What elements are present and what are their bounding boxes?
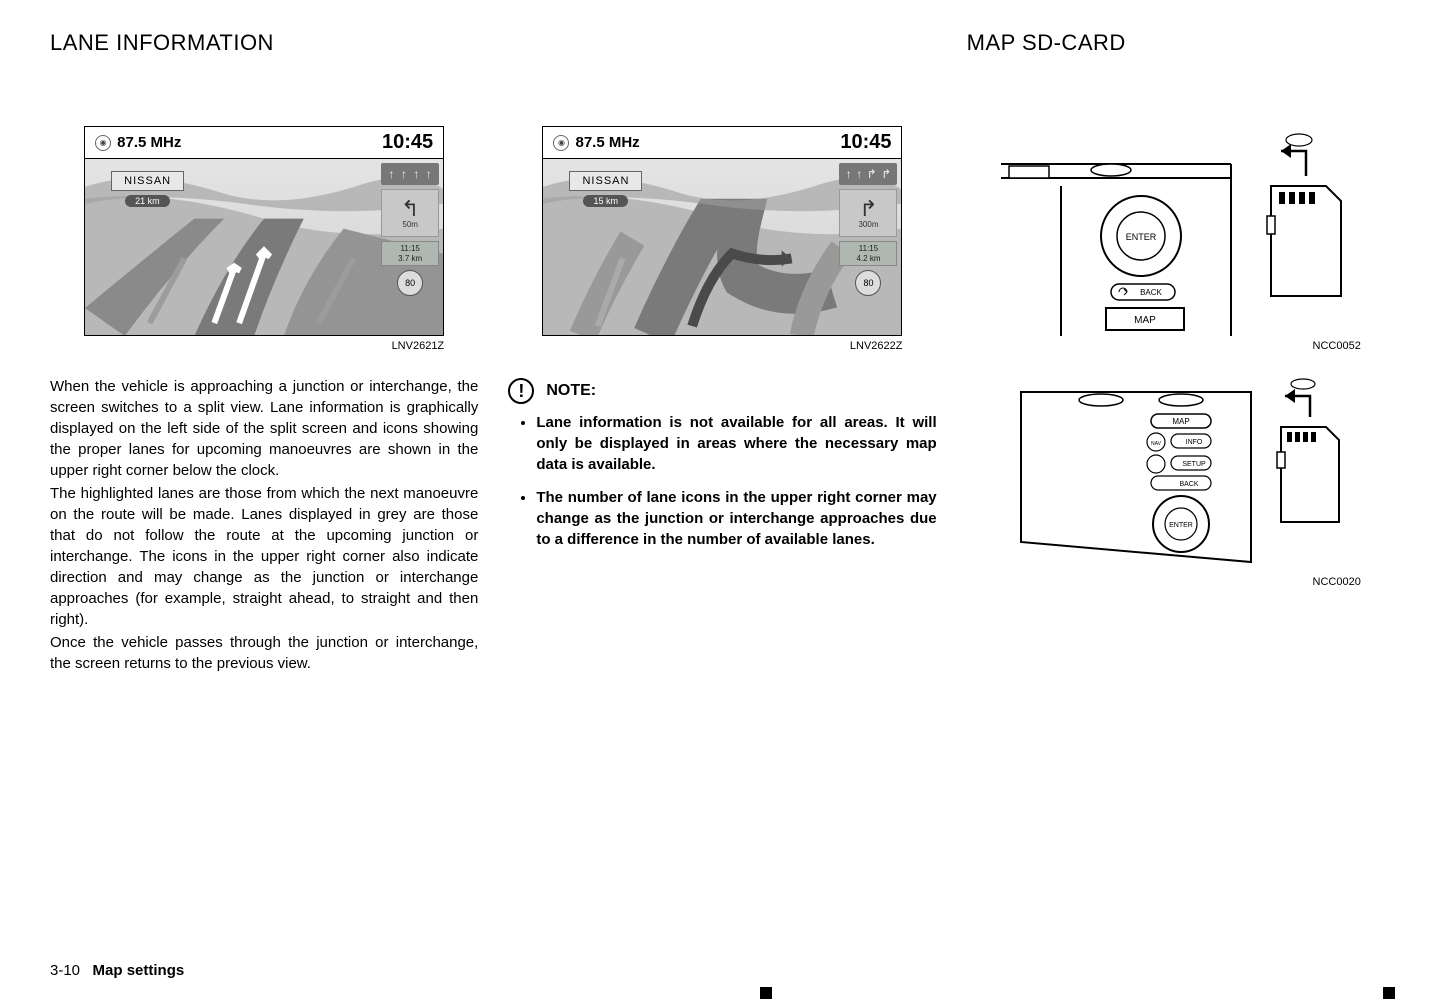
manoeuvre-box: ↱ 300m [839, 189, 897, 237]
crop-mark [1383, 987, 1395, 999]
svg-text:INFO: INFO [1185, 439, 1202, 446]
svg-text:BACK: BACK [1179, 481, 1198, 488]
column-middle: . ◉ 87.5 MHz 10:45 [508, 30, 936, 562]
figure-caption-1: LNV2621Z [84, 340, 444, 352]
destination-distance: 21 km [125, 195, 170, 207]
figure-lane-1: ◉ 87.5 MHz 10:45 NISSAN [84, 126, 444, 336]
svg-text:MAP: MAP [1172, 417, 1189, 426]
heading-map-sd: MAP SD-CARD [967, 30, 1395, 56]
svg-text:MAP: MAP [1134, 315, 1156, 326]
crop-mark [760, 987, 772, 999]
eta-box: 11:15 4.2 km [839, 241, 897, 266]
note-icon: ! [508, 378, 534, 404]
enter-label: ENTER [1126, 232, 1157, 242]
sd-diagram-1: ENTER BACK MAP [1001, 126, 1361, 336]
svg-text:NAV: NAV [1151, 441, 1162, 447]
speed-limit: 80 [397, 270, 423, 296]
note-list: Lane information is not available for al… [508, 412, 936, 562]
arrow-icon: ↰ [401, 198, 419, 220]
svg-text:BACK: BACK [1140, 288, 1162, 297]
clock-value: 10:45 [382, 131, 433, 154]
figure-caption-2: LNV2622Z [542, 340, 902, 352]
sound-icon: ◉ [553, 135, 569, 151]
figure-caption-4: NCC0020 [1001, 576, 1361, 588]
lane-icons-row: ↑↑↱↱ [839, 163, 897, 185]
arrow-icon: ↱ [859, 198, 877, 220]
heading-lane-info: LANE INFORMATION [50, 30, 478, 56]
svg-text:ENTER: ENTER [1169, 522, 1193, 529]
clock-value: 10:45 [840, 131, 891, 154]
svg-text:SETUP: SETUP [1182, 461, 1206, 468]
page-footer: 3-10 Map settings [50, 962, 184, 979]
figure-lane-2: ◉ 87.5 MHz 10:45 NISSAN 15 km [542, 126, 902, 336]
speed-limit: 80 [855, 270, 881, 296]
body-text-col1: When the vehicle is approaching a juncti… [50, 376, 478, 676]
radio-frequency: 87.5 MHz [117, 134, 181, 151]
sd-diagram-2: MAP NAV INFO SETUP BACK ENTER [1001, 372, 1361, 572]
column-left: LANE INFORMATION ◉ 87.5 MHz 10:45 [50, 30, 478, 676]
radio-frequency: 87.5 MHz [575, 134, 639, 151]
figure-caption-3: NCC0052 [1001, 340, 1361, 352]
destination-sign: NISSAN [111, 171, 184, 191]
column-right: MAP SD-CARD ENTER BACK MAP [967, 30, 1395, 608]
eta-box: 11:15 3.7 km [381, 241, 439, 266]
destination-sign: NISSAN [569, 171, 642, 191]
lane-icons-row: ↑↑↑↑ [381, 163, 439, 185]
destination-distance: 15 km [583, 195, 628, 207]
manoeuvre-box: ↰ 50m [381, 189, 439, 237]
note-label: NOTE: [546, 382, 596, 400]
sound-icon: ◉ [95, 135, 111, 151]
